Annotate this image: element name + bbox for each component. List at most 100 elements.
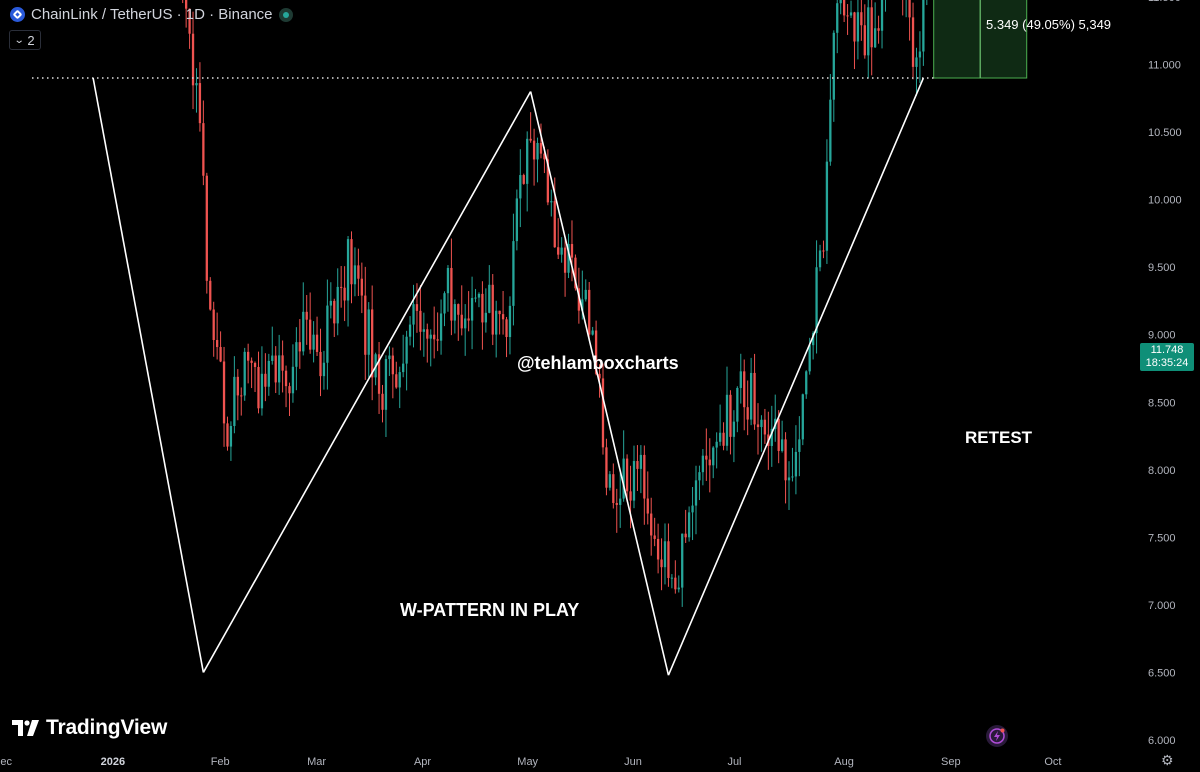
candle[interactable] [560, 237, 563, 263]
candle[interactable] [360, 262, 363, 314]
candle[interactable] [470, 276, 474, 350]
candle[interactable] [753, 353, 756, 430]
candle[interactable] [550, 189, 553, 217]
candle[interactable] [253, 361, 257, 393]
candle[interactable] [505, 316, 508, 358]
candle[interactable] [491, 274, 494, 346]
candle[interactable] [236, 369, 239, 421]
candle[interactable] [319, 328, 322, 397]
candle[interactable] [226, 416, 229, 451]
tradingview-logo[interactable]: TradingView [12, 716, 167, 740]
candle[interactable] [340, 265, 343, 308]
candle[interactable] [636, 445, 639, 492]
candle[interactable] [271, 326, 274, 365]
candle[interactable] [222, 346, 226, 447]
candle[interactable] [250, 357, 253, 389]
candle[interactable] [791, 447, 794, 482]
candle[interactable] [749, 357, 753, 426]
candle[interactable] [322, 350, 326, 390]
candle[interactable] [905, 0, 907, 18]
candle[interactable] [436, 312, 439, 352]
candle[interactable] [553, 177, 556, 248]
candle[interactable] [522, 173, 525, 185]
candle[interactable] [650, 497, 653, 556]
candle[interactable] [860, 0, 863, 41]
settings-gear-icon[interactable]: ⚙ [1161, 752, 1174, 768]
candle[interactable] [836, 0, 839, 54]
candle[interactable] [922, 0, 925, 66]
candle[interactable] [512, 213, 515, 326]
candle[interactable] [302, 282, 305, 356]
candle[interactable] [443, 291, 446, 327]
candle[interactable] [422, 312, 425, 357]
candle[interactable] [591, 326, 594, 336]
candle[interactable] [880, 0, 884, 49]
candle[interactable] [670, 574, 674, 589]
candle[interactable] [674, 560, 677, 594]
candle[interactable] [384, 355, 388, 438]
candle[interactable] [588, 281, 591, 340]
candle[interactable] [357, 248, 360, 296]
candle[interactable] [873, 2, 877, 49]
candle[interactable] [653, 517, 656, 547]
candle[interactable] [381, 384, 384, 423]
candle[interactable] [233, 356, 236, 434]
candle[interactable] [739, 353, 742, 404]
candle[interactable] [846, 4, 849, 35]
candle[interactable] [219, 331, 222, 363]
candle[interactable] [519, 149, 522, 228]
candle[interactable] [911, 2, 915, 80]
candle[interactable] [257, 351, 260, 414]
candle[interactable] [184, 0, 188, 28]
candle[interactable] [346, 236, 350, 327]
candle[interactable] [412, 284, 415, 348]
candle[interactable] [284, 365, 288, 408]
candle[interactable] [415, 283, 419, 333]
candle[interactable] [667, 523, 670, 587]
candle[interactable] [453, 299, 456, 334]
candle[interactable] [770, 405, 773, 467]
candle[interactable] [774, 394, 777, 442]
candle[interactable] [842, 0, 846, 23]
candle[interactable] [715, 432, 718, 469]
candle[interactable] [305, 295, 308, 345]
w-pattern-line[interactable] [92, 77, 205, 673]
candle[interactable] [539, 123, 543, 159]
candle[interactable] [529, 112, 532, 143]
candle[interactable] [405, 330, 408, 391]
candle[interactable] [364, 266, 367, 380]
candle[interactable] [191, 11, 195, 110]
candle[interactable] [612, 463, 615, 509]
candle[interactable] [805, 370, 808, 399]
candle[interactable] [326, 279, 329, 390]
indicators-toggle-button[interactable]: ⌄ 2 [9, 30, 41, 50]
w-pattern-line[interactable] [202, 91, 532, 673]
candle[interactable] [605, 438, 608, 496]
candle[interactable] [780, 420, 784, 453]
candle[interactable] [825, 139, 829, 264]
candle[interactable] [433, 306, 436, 359]
candle[interactable] [312, 321, 315, 363]
candle[interactable] [557, 218, 560, 260]
candle[interactable] [743, 359, 746, 431]
candle[interactable] [787, 461, 791, 510]
candle[interactable] [705, 428, 708, 481]
candle[interactable] [856, 0, 860, 60]
candle[interactable] [295, 327, 298, 391]
candle[interactable] [243, 347, 246, 401]
candle[interactable] [182, 0, 184, 4]
candle[interactable] [822, 240, 825, 259]
candle[interactable] [536, 137, 539, 183]
candle[interactable] [884, 0, 886, 12]
candle[interactable] [267, 353, 270, 396]
candle[interactable] [343, 266, 346, 322]
candle[interactable] [794, 425, 798, 495]
candle[interactable] [663, 523, 667, 585]
candle[interactable] [309, 292, 312, 354]
candle[interactable] [229, 421, 233, 461]
candle[interactable] [619, 472, 622, 528]
candle[interactable] [746, 380, 749, 436]
candle[interactable] [515, 189, 519, 251]
candle[interactable] [408, 316, 412, 346]
candle[interactable] [426, 323, 429, 363]
